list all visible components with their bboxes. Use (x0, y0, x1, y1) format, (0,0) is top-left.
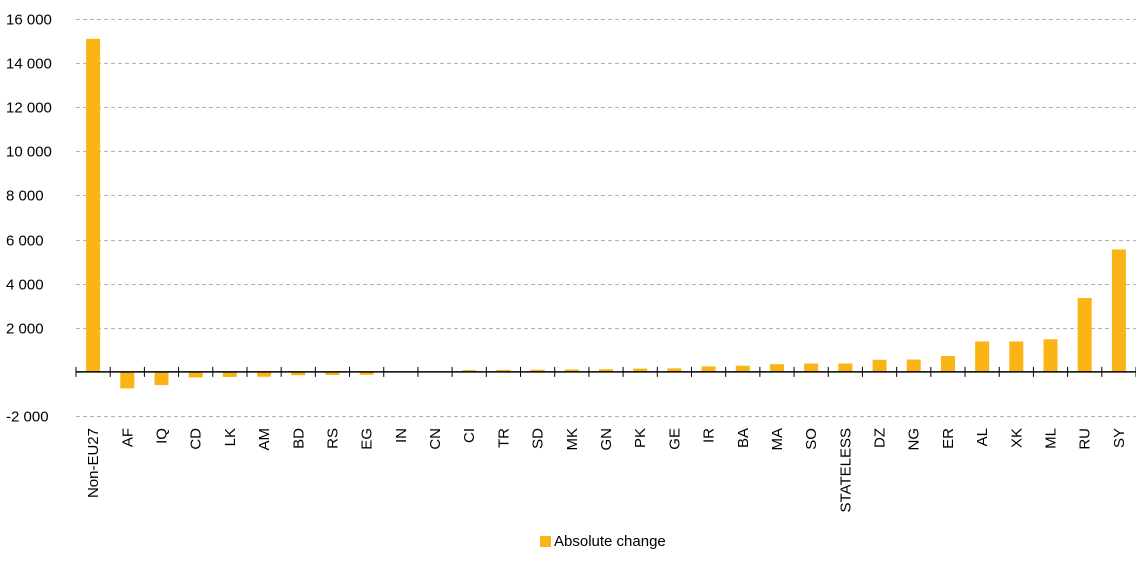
x-tick-label: RS (324, 428, 341, 449)
bar (975, 341, 990, 372)
bar (769, 364, 784, 372)
y-tick-label: 10 000 (6, 144, 52, 161)
bar (359, 371, 374, 375)
x-tick-label: DZ (872, 428, 889, 448)
x-tick-label: SY (1111, 428, 1128, 448)
x-tick-label: MK (564, 428, 581, 451)
x-tick-label: XK (1008, 428, 1025, 448)
y-tick-label: 4 000 (6, 277, 44, 294)
bar (701, 366, 716, 372)
x-tick-label: CD (188, 428, 205, 450)
bar (462, 370, 477, 372)
x-tick-label: GE (666, 428, 683, 450)
x-tick-label: AM (256, 428, 273, 451)
y-tick-label: 8 000 (6, 188, 44, 205)
bar (1111, 249, 1126, 372)
x-tick-label: AL (974, 428, 991, 446)
x-tick-label: STATELESS (837, 428, 854, 512)
x-tick-label: RU (1077, 428, 1094, 450)
bar (804, 363, 819, 372)
bar (940, 356, 955, 372)
x-tick-label: IR (701, 428, 718, 443)
y-tick-label: 2 000 (6, 321, 44, 338)
x-tick-label: Non-EU27 (85, 428, 102, 498)
bar (257, 371, 272, 377)
bar (120, 371, 135, 389)
y-tick-label: 6 000 (6, 233, 44, 250)
legend-swatch (540, 536, 551, 547)
x-tick-label: TR (495, 428, 512, 448)
x-tick-label: EG (359, 428, 376, 450)
bar (222, 371, 237, 377)
bar (906, 359, 921, 372)
x-tick-label: BD (290, 428, 307, 449)
x-tick-label: MA (769, 428, 786, 451)
y-tick-label: 16 000 (6, 12, 52, 29)
legend-label: Absolute change (554, 533, 666, 550)
y-tick-label: 12 000 (6, 100, 52, 117)
x-tick-label: BA (735, 428, 752, 448)
bar (496, 369, 511, 372)
bar (872, 359, 887, 372)
bar (1043, 339, 1058, 372)
x-tick-label: IQ (153, 428, 170, 444)
bar (530, 369, 545, 372)
bar (735, 365, 750, 372)
x-tick-label: SD (530, 428, 547, 449)
x-tick-label: PK (632, 428, 649, 448)
bar (325, 371, 340, 375)
bar (564, 369, 579, 372)
bar (154, 371, 169, 386)
bar (86, 38, 101, 372)
x-tick-label: NG (906, 428, 923, 451)
bar (1077, 298, 1092, 372)
bar (633, 368, 648, 372)
x-tick-label: CI (461, 428, 478, 443)
x-tick-label: SO (803, 428, 820, 450)
x-tick-label: CN (427, 428, 444, 450)
x-tick-label: ER (940, 428, 957, 449)
bar (599, 369, 613, 372)
bar (188, 371, 203, 378)
x-tick-label: AF (119, 428, 136, 447)
bar (838, 363, 853, 372)
x-tick-label: LK (222, 428, 239, 446)
y-tick-label: -2 000 (6, 409, 49, 426)
bar (291, 371, 306, 376)
y-tick-label: 14 000 (6, 56, 52, 73)
legend: Absolute change (540, 533, 666, 550)
bar (667, 368, 682, 372)
bar (1009, 341, 1024, 372)
x-tick-label: ML (1043, 428, 1060, 449)
x-tick-label: IN (393, 428, 410, 443)
x-tick-label: GN (598, 428, 615, 451)
